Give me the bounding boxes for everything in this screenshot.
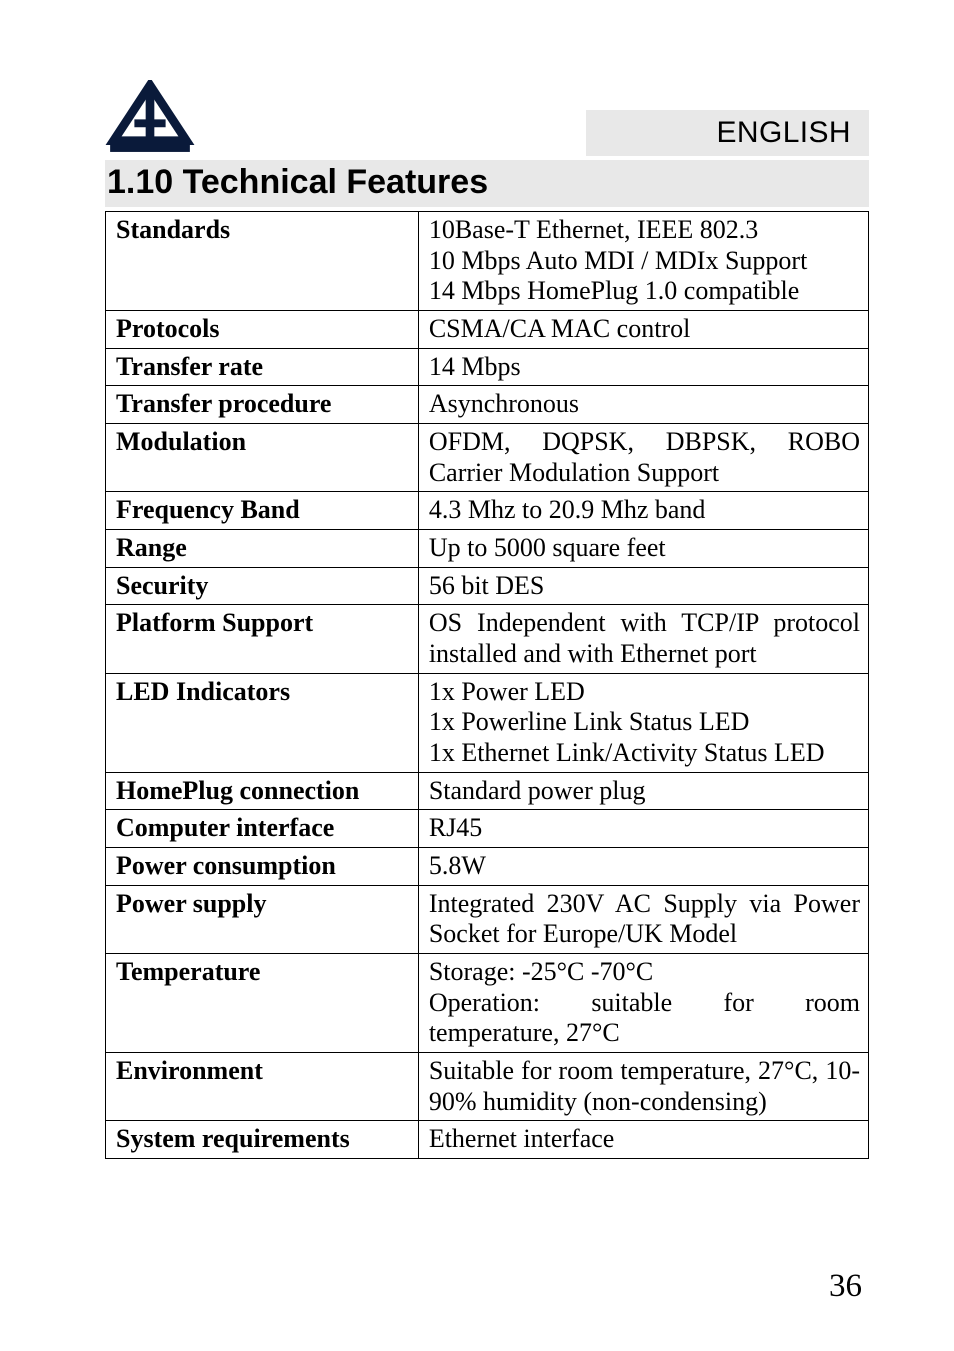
page: ENGLISH 1.10 Technical Features Standard… <box>0 0 954 1351</box>
spec-label: Temperature <box>106 954 419 1053</box>
spec-value: Integrated 230V AC Supply via Power Sock… <box>418 885 868 953</box>
table-row: Standards10Base-T Ethernet, IEEE 802.3 1… <box>106 212 869 311</box>
spec-value: Suitable for room temperature, 27°C, 10-… <box>418 1053 868 1121</box>
spec-value: CSMA/CA MAC control <box>418 311 868 349</box>
spec-label: Platform Support <box>106 605 419 673</box>
page-number: 36 <box>829 1268 862 1305</box>
spec-value: 14 Mbps <box>418 348 868 386</box>
table-row: LED Indicators1x Power LED 1x Powerline … <box>106 673 869 772</box>
spec-value: 4.3 Mhz to 20.9 Mhz band <box>418 492 868 530</box>
spec-label: Modulation <box>106 424 419 492</box>
table-row: Security56 bit DES <box>106 567 869 605</box>
spec-label: LED Indicators <box>106 673 419 772</box>
table-row: HomePlug connectionStandard power plug <box>106 772 869 810</box>
brand-logo-icon <box>105 80 195 158</box>
table-row: System requirementsEthernet interface <box>106 1121 869 1159</box>
spec-value: 5.8W <box>418 848 868 886</box>
spec-label: System requirements <box>106 1121 419 1159</box>
section-title: 1.10 Technical Features <box>105 160 869 207</box>
table-row: Frequency Band4.3 Mhz to 20.9 Mhz band <box>106 492 869 530</box>
spec-value: 56 bit DES <box>418 567 868 605</box>
table-row: Computer interfaceRJ45 <box>106 810 869 848</box>
spec-table: Standards10Base-T Ethernet, IEEE 802.3 1… <box>105 211 869 1159</box>
table-row: EnvironmentSuitable for room temperature… <box>106 1053 869 1121</box>
spec-table-body: Standards10Base-T Ethernet, IEEE 802.3 1… <box>106 212 869 1159</box>
spec-label: Security <box>106 567 419 605</box>
language-label: ENGLISH <box>586 110 869 156</box>
spec-value: 1x Power LED 1x Powerline Link Status LE… <box>418 673 868 772</box>
spec-value: OS Independent with TCP/IP protocol inst… <box>418 605 868 673</box>
spec-value: Storage: -25°C -70°C Operation: suitable… <box>418 954 868 1053</box>
spec-value: Standard power plug <box>418 772 868 810</box>
spec-value: RJ45 <box>418 810 868 848</box>
table-row: Power consumption5.8W <box>106 848 869 886</box>
spec-label: Computer interface <box>106 810 419 848</box>
spec-label: Standards <box>106 212 419 311</box>
spec-value: Asynchronous <box>418 386 868 424</box>
spec-label: Environment <box>106 1053 419 1121</box>
table-row: ModulationOFDM, DQPSK, DBPSK, ROBO Carri… <box>106 424 869 492</box>
table-row: Platform SupportOS Independent with TCP/… <box>106 605 869 673</box>
table-row: TemperatureStorage: -25°C -70°C Operatio… <box>106 954 869 1053</box>
table-row: ProtocolsCSMA/CA MAC control <box>106 311 869 349</box>
spec-label: Power supply <box>106 885 419 953</box>
table-row: Transfer procedureAsynchronous <box>106 386 869 424</box>
header-row: ENGLISH <box>105 80 869 158</box>
spec-value: OFDM, DQPSK, DBPSK, ROBO Carrier Modulat… <box>418 424 868 492</box>
spec-label: HomePlug connection <box>106 772 419 810</box>
table-row: Power supplyIntegrated 230V AC Supply vi… <box>106 885 869 953</box>
spec-label: Power consumption <box>106 848 419 886</box>
spec-label: Range <box>106 530 419 568</box>
table-row: RangeUp to 5000 square feet <box>106 530 869 568</box>
table-row: Transfer rate14 Mbps <box>106 348 869 386</box>
spec-label: Transfer procedure <box>106 386 419 424</box>
spec-value: Up to 5000 square feet <box>418 530 868 568</box>
spec-label: Protocols <box>106 311 419 349</box>
spec-label: Transfer rate <box>106 348 419 386</box>
spec-value: 10Base-T Ethernet, IEEE 802.3 10 Mbps Au… <box>418 212 868 311</box>
spec-label: Frequency Band <box>106 492 419 530</box>
spec-value: Ethernet interface <box>418 1121 868 1159</box>
